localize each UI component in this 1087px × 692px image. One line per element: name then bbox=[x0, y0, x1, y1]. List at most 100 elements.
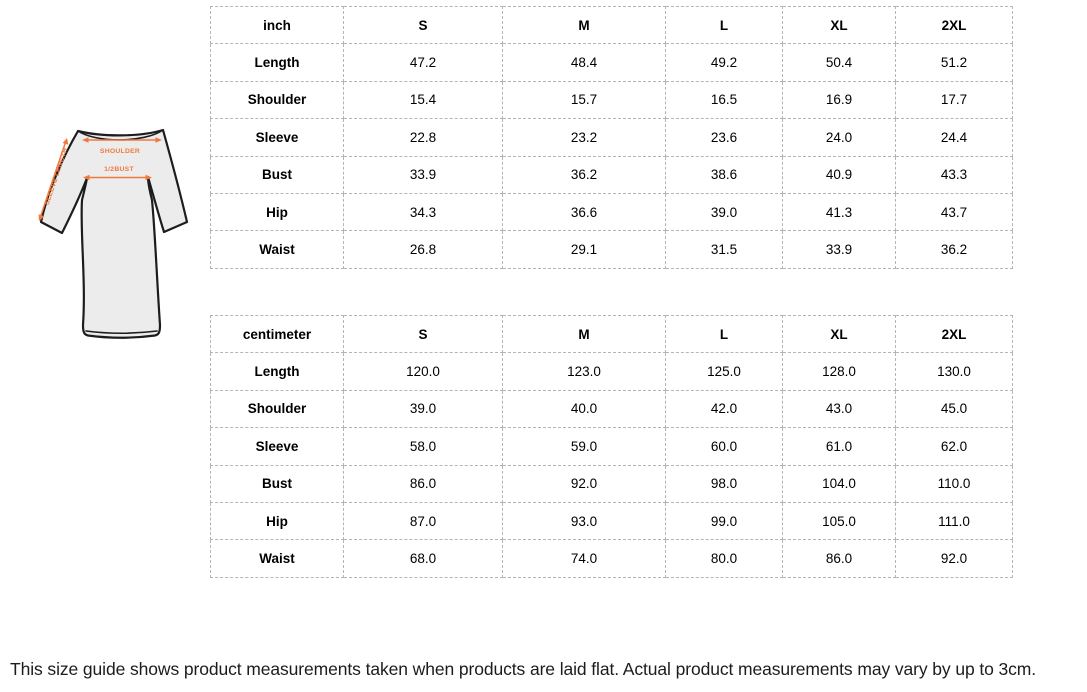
size-column-header: XL bbox=[782, 5, 896, 45]
measurement-value: 33.9 bbox=[782, 230, 896, 269]
measurement-value: 92.0 bbox=[502, 464, 666, 503]
measurement-label: Bust bbox=[210, 155, 344, 194]
measurement-value: 47.2 bbox=[343, 43, 503, 82]
dress-hem-line bbox=[85, 330, 158, 335]
measurement-value: 62.0 bbox=[895, 427, 1013, 466]
measurement-value: 45.0 bbox=[895, 389, 1013, 429]
measurement-row: Sleeve 58.0 59.0 60.0 61.0 62.0 bbox=[210, 427, 1013, 466]
measurement-value: 98.0 bbox=[665, 464, 783, 503]
header-row: inch S M L XL 2XL bbox=[210, 5, 1013, 45]
unit-header: centimeter bbox=[210, 314, 344, 354]
measurement-value: 38.6 bbox=[665, 155, 783, 194]
measurement-row: Sleeve 22.8 23.2 23.6 24.0 24.4 bbox=[210, 118, 1013, 157]
measurement-label: Bust bbox=[210, 464, 344, 503]
measurement-label: Length bbox=[210, 352, 344, 391]
size-column-header: 2XL bbox=[895, 314, 1013, 354]
measurement-label: Waist bbox=[210, 230, 344, 269]
measurement-label: Hip bbox=[210, 501, 344, 541]
dress-diagram: SHOULDER 1/2BUST SLEEVE LENGTH bbox=[38, 128, 189, 339]
measurement-value: 99.0 bbox=[665, 501, 783, 541]
measurement-value: 93.0 bbox=[502, 501, 666, 541]
measurement-value: 58.0 bbox=[343, 427, 503, 466]
size-guide-footnote: This size guide shows product measuremen… bbox=[10, 659, 1037, 679]
shoulder-label: SHOULDER bbox=[100, 148, 140, 155]
measurement-value: 110.0 bbox=[895, 464, 1013, 503]
measurement-value: 23.2 bbox=[502, 118, 666, 157]
measurement-value: 111.0 bbox=[895, 501, 1013, 541]
measurement-value: 24.0 bbox=[782, 118, 896, 157]
size-column-header: S bbox=[343, 314, 503, 354]
sleeve-arrow bbox=[38, 138, 69, 221]
measurement-label: Sleeve bbox=[210, 427, 344, 466]
measurement-value: 60.0 bbox=[665, 427, 783, 466]
measurement-value: 86.0 bbox=[782, 539, 896, 578]
measurement-value: 36.6 bbox=[502, 192, 666, 232]
measurement-value: 15.4 bbox=[343, 80, 503, 120]
measurement-value: 34.3 bbox=[343, 192, 503, 232]
measurement-value: 23.6 bbox=[665, 118, 783, 157]
measurement-label: Hip bbox=[210, 192, 344, 232]
measurement-value: 125.0 bbox=[665, 352, 783, 391]
size-column-header: 2XL bbox=[895, 5, 1013, 45]
measurement-value: 128.0 bbox=[782, 352, 896, 391]
measurement-value: 39.0 bbox=[665, 192, 783, 232]
measurement-value: 61.0 bbox=[782, 427, 896, 466]
measurement-row: Shoulder 15.4 15.7 16.5 16.9 17.7 bbox=[210, 80, 1013, 120]
size-column-header: M bbox=[502, 5, 666, 45]
measurement-row: Bust 33.9 36.2 38.6 40.9 43.3 bbox=[210, 155, 1013, 194]
measurement-value: 42.0 bbox=[665, 389, 783, 429]
measurement-value: 36.2 bbox=[502, 155, 666, 194]
measurement-value: 17.7 bbox=[895, 80, 1013, 120]
measurement-value: 80.0 bbox=[665, 539, 783, 578]
measurement-value: 43.0 bbox=[782, 389, 896, 429]
measurement-value: 120.0 bbox=[343, 352, 503, 391]
measurement-value: 16.9 bbox=[782, 80, 896, 120]
measurement-row: Hip 34.3 36.6 39.0 41.3 43.7 bbox=[210, 192, 1013, 232]
header-row: centimeter S M L XL 2XL bbox=[210, 314, 1013, 354]
measurement-value: 130.0 bbox=[895, 352, 1013, 391]
measurement-label: Length bbox=[210, 43, 344, 82]
measurement-label: Shoulder bbox=[210, 80, 344, 120]
measurement-label: Sleeve bbox=[210, 118, 344, 157]
measurement-row: Length 47.2 48.4 49.2 50.4 51.2 bbox=[210, 43, 1013, 82]
size-column-header: L bbox=[665, 314, 783, 354]
measurement-value: 16.5 bbox=[665, 80, 783, 120]
size-column-header: M bbox=[502, 314, 666, 354]
measurement-row: Length 120.0 123.0 125.0 128.0 130.0 bbox=[210, 352, 1013, 391]
measurement-value: 39.0 bbox=[343, 389, 503, 429]
measurement-value: 36.2 bbox=[895, 230, 1013, 269]
measurement-value: 87.0 bbox=[343, 501, 503, 541]
measurement-value: 40.9 bbox=[782, 155, 896, 194]
measurement-value: 33.9 bbox=[343, 155, 503, 194]
bust-label: 1/2BUST bbox=[104, 166, 134, 173]
measurement-value: 92.0 bbox=[895, 539, 1013, 578]
measurement-value: 50.4 bbox=[782, 43, 896, 82]
shoulder-arrow bbox=[82, 137, 162, 143]
measurement-value: 41.3 bbox=[782, 192, 896, 232]
measurement-value: 105.0 bbox=[782, 501, 896, 541]
measurement-row: Shoulder 39.0 40.0 42.0 43.0 45.0 bbox=[210, 389, 1013, 429]
size-column-header: S bbox=[343, 5, 503, 45]
measurement-value: 24.4 bbox=[895, 118, 1013, 157]
size-column-header: XL bbox=[782, 314, 896, 354]
inch-size-table: inch S M L XL 2XL Length 47.2 48.4 49.2 50.4 51.2 Sh… bbox=[210, 5, 1013, 269]
bust-arrow bbox=[83, 174, 152, 181]
measurement-value: 49.2 bbox=[665, 43, 783, 82]
measurement-value: 104.0 bbox=[782, 464, 896, 503]
measurement-value: 123.0 bbox=[502, 352, 666, 391]
measurement-value: 15.7 bbox=[502, 80, 666, 120]
measurement-row: Bust 86.0 92.0 98.0 104.0 110.0 bbox=[210, 464, 1013, 503]
measurement-row: Waist 26.8 29.1 31.5 33.9 36.2 bbox=[210, 230, 1013, 269]
measurement-value: 22.8 bbox=[343, 118, 503, 157]
measurement-value: 48.4 bbox=[502, 43, 666, 82]
measurement-row: Hip 87.0 93.0 99.0 105.0 111.0 bbox=[210, 501, 1013, 541]
measurement-value: 31.5 bbox=[665, 230, 783, 269]
measurement-value: 26.8 bbox=[343, 230, 503, 269]
measurement-value: 29.1 bbox=[502, 230, 666, 269]
measurement-value: 59.0 bbox=[502, 427, 666, 466]
measurement-value: 74.0 bbox=[502, 539, 666, 578]
measurement-value: 43.7 bbox=[895, 192, 1013, 232]
measurement-label: Waist bbox=[210, 539, 344, 578]
measurement-value: 40.0 bbox=[502, 389, 666, 429]
